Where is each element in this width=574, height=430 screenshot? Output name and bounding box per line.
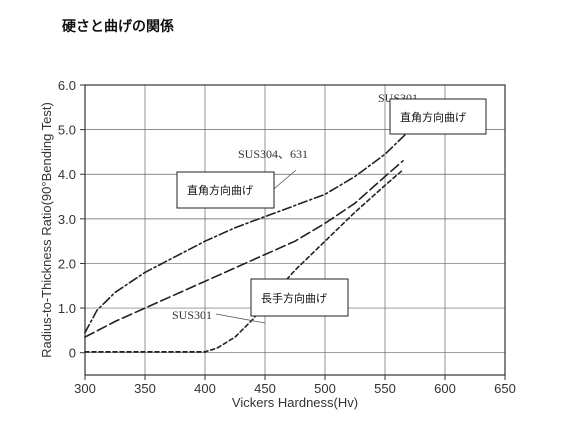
annotation-sus304-631: SUS304、631 xyxy=(238,147,308,161)
y-tick-label: 6.0 xyxy=(58,78,76,93)
y-tick-label: 4.0 xyxy=(58,167,76,182)
y-tick-labels: 0 1.0 2.0 3.0 4.0 5.0 6.0 xyxy=(58,78,76,361)
x-tick-label: 600 xyxy=(434,381,456,396)
series-line-2 xyxy=(84,160,404,338)
annotation-sus301-bottom: SUS301 xyxy=(172,308,212,322)
label-box-bottom-text: 長手方向曲げ xyxy=(261,291,327,305)
y-tick-label: 0 xyxy=(69,346,76,361)
y-tick-label: 1.0 xyxy=(58,301,76,316)
y-tick-label: 3.0 xyxy=(58,212,76,227)
x-tick-label: 500 xyxy=(314,381,336,396)
y-tick-label: 5.0 xyxy=(58,123,76,138)
x-tick-label: 300 xyxy=(74,381,96,396)
page-title: 硬さと曲げの関係 xyxy=(62,19,174,35)
label-box-right xyxy=(389,98,487,135)
x-tick-labels: 300 350 400 450 500 550 600 650 xyxy=(74,381,516,396)
label-box-right-text: 直角方向曲げ xyxy=(400,110,466,124)
x-tick-label: 650 xyxy=(494,381,516,396)
leader-line-sus301-bottom xyxy=(215,313,266,324)
label-box-bottom xyxy=(250,278,349,317)
y-axis-title: Radius-to-Thickness Ratio(90°Bending Tes… xyxy=(39,102,54,358)
label-box-left xyxy=(176,171,275,209)
x-tick-label: 550 xyxy=(374,381,396,396)
x-axis-title: Vickers Hardness(Hv) xyxy=(232,395,358,410)
y-tick-label: 2.0 xyxy=(58,256,76,271)
plot-frame xyxy=(84,84,506,376)
x-tick-label: 350 xyxy=(134,381,156,396)
series-line-1 xyxy=(84,115,425,334)
x-tick-label: 400 xyxy=(194,381,216,396)
label-box-left-text: 直角方向曲げ xyxy=(187,183,253,197)
x-tick-label: 450 xyxy=(254,381,276,396)
